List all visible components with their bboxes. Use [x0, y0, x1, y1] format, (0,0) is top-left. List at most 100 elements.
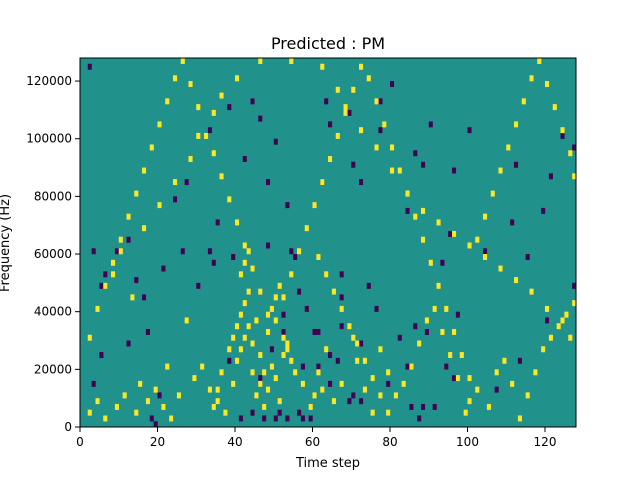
- heatmap-cell-high: [424, 317, 429, 324]
- heatmap-cell-high: [289, 58, 294, 64]
- heatmap-cell-high: [494, 369, 499, 376]
- heatmap-cell-low: [126, 340, 131, 347]
- heatmap-cell-low: [455, 311, 460, 318]
- heatmap-cell-low: [99, 352, 104, 359]
- heatmap-cell-low: [440, 259, 445, 266]
- heatmap-cell-high: [219, 369, 224, 376]
- heatmap-cell-high: [122, 392, 127, 399]
- heatmap-cell-low: [211, 259, 216, 266]
- heatmap-cell-low: [153, 421, 158, 428]
- heatmap-cell-high: [176, 392, 181, 399]
- heatmap-cell-high: [238, 346, 243, 353]
- heatmap-cell-low: [281, 311, 286, 318]
- heatmap-cell-high: [145, 398, 150, 405]
- heatmap-cell-high: [316, 254, 321, 260]
- heatmap-cell-high: [440, 328, 445, 335]
- heatmap-cell-high: [537, 58, 542, 64]
- heatmap-cell-low: [452, 167, 457, 174]
- heatmap-cell-low: [316, 328, 321, 335]
- heatmap-cell-low: [304, 305, 309, 312]
- heatmap-cell-low: [347, 109, 352, 116]
- heatmap-cell-high: [370, 375, 375, 382]
- heatmap-cell-low: [308, 415, 313, 422]
- heatmap-cell-high: [207, 386, 212, 393]
- heatmap-cell-low: [207, 127, 212, 134]
- heatmap-cell-high: [390, 144, 395, 151]
- heatmap-cell-low: [335, 357, 340, 364]
- heatmap-cell-high: [328, 156, 333, 162]
- heatmap-cell-low: [339, 271, 344, 278]
- heatmap-cell-high: [262, 369, 267, 376]
- heatmap-cell-low: [405, 363, 410, 370]
- heatmap-cell-low: [514, 161, 519, 168]
- heatmap-cell-low: [227, 104, 232, 111]
- x-tick-label: 60: [305, 435, 320, 449]
- heatmap-cell-low: [180, 248, 185, 255]
- heatmap-cell-high: [242, 242, 247, 249]
- heatmap-cell-high: [223, 409, 228, 416]
- heatmap-cell-low: [196, 282, 201, 289]
- heatmap-cell-low: [289, 248, 294, 255]
- heatmap-cell-high: [289, 271, 294, 278]
- heatmap-cell-high: [413, 213, 418, 220]
- heatmap-cell-low: [273, 138, 278, 145]
- heatmap-cell-high: [254, 317, 259, 324]
- heatmap-cell-high: [211, 150, 216, 157]
- heatmap-cell-low: [378, 127, 383, 134]
- heatmap-cell-high: [506, 144, 511, 151]
- heatmap-cell-high: [541, 346, 546, 353]
- heatmap-cell-low: [339, 323, 344, 330]
- heatmap-cell-high: [374, 144, 379, 151]
- heatmap-cell-high: [266, 311, 271, 318]
- heatmap-cell-high: [173, 179, 178, 186]
- heatmap-cell-high: [343, 104, 348, 111]
- heatmap-cell-high: [118, 236, 123, 243]
- heatmap-cell-high: [428, 259, 433, 266]
- heatmap-cell-high: [246, 288, 251, 295]
- heatmap-cell-high: [103, 282, 108, 289]
- heatmap-cell-high: [95, 398, 100, 405]
- heatmap-cell-low: [378, 98, 383, 105]
- heatmap-cell-high: [498, 265, 503, 272]
- heatmap-cell-high: [297, 248, 302, 255]
- heatmap-cell-low: [541, 207, 546, 214]
- heatmap-cell-low: [91, 248, 96, 255]
- heatmap-cell-high: [285, 340, 290, 347]
- heatmap-cell-high: [250, 340, 255, 347]
- heatmap-cell-high: [572, 173, 577, 180]
- heatmap-cell-high: [231, 380, 236, 387]
- heatmap-cell-high: [188, 156, 193, 162]
- heatmap-cell-low: [374, 305, 379, 312]
- heatmap-cell-high: [169, 415, 174, 422]
- heatmap-cell-high: [227, 196, 232, 203]
- heatmap-cell-high: [552, 104, 557, 111]
- heatmap-cell-high: [331, 288, 336, 295]
- heatmap-cell-high: [548, 334, 553, 341]
- heatmap-cell-low: [277, 409, 282, 416]
- heatmap-cell-low: [87, 63, 92, 70]
- heatmap-cell-high: [498, 167, 503, 174]
- heatmap-cell-high: [444, 305, 449, 312]
- heatmap-cell-low: [467, 127, 472, 134]
- heatmap-cell-high: [351, 86, 356, 93]
- heatmap-cell-high: [281, 334, 286, 341]
- heatmap-cell-low: [215, 219, 220, 226]
- heatmap-cell-low: [351, 392, 356, 399]
- y-tick-label: 40000: [34, 305, 72, 319]
- heatmap-cell-high: [196, 132, 201, 139]
- heatmap-cell-high: [556, 323, 561, 330]
- heatmap-cell-low: [103, 271, 108, 278]
- heatmap-cell-high: [386, 369, 391, 376]
- heatmap-cell-high: [118, 248, 123, 255]
- heatmap-cell-low: [339, 294, 344, 301]
- heatmap-cell-high: [277, 282, 282, 289]
- heatmap-cell-high: [142, 225, 147, 232]
- heatmap-cell-high: [242, 334, 247, 341]
- heatmap-cell-low: [297, 409, 302, 416]
- heatmap-cell-high: [335, 132, 340, 139]
- heatmap-cell-low: [285, 202, 290, 209]
- heatmap-cell-high: [161, 403, 166, 410]
- heatmap-cell-low: [242, 156, 247, 162]
